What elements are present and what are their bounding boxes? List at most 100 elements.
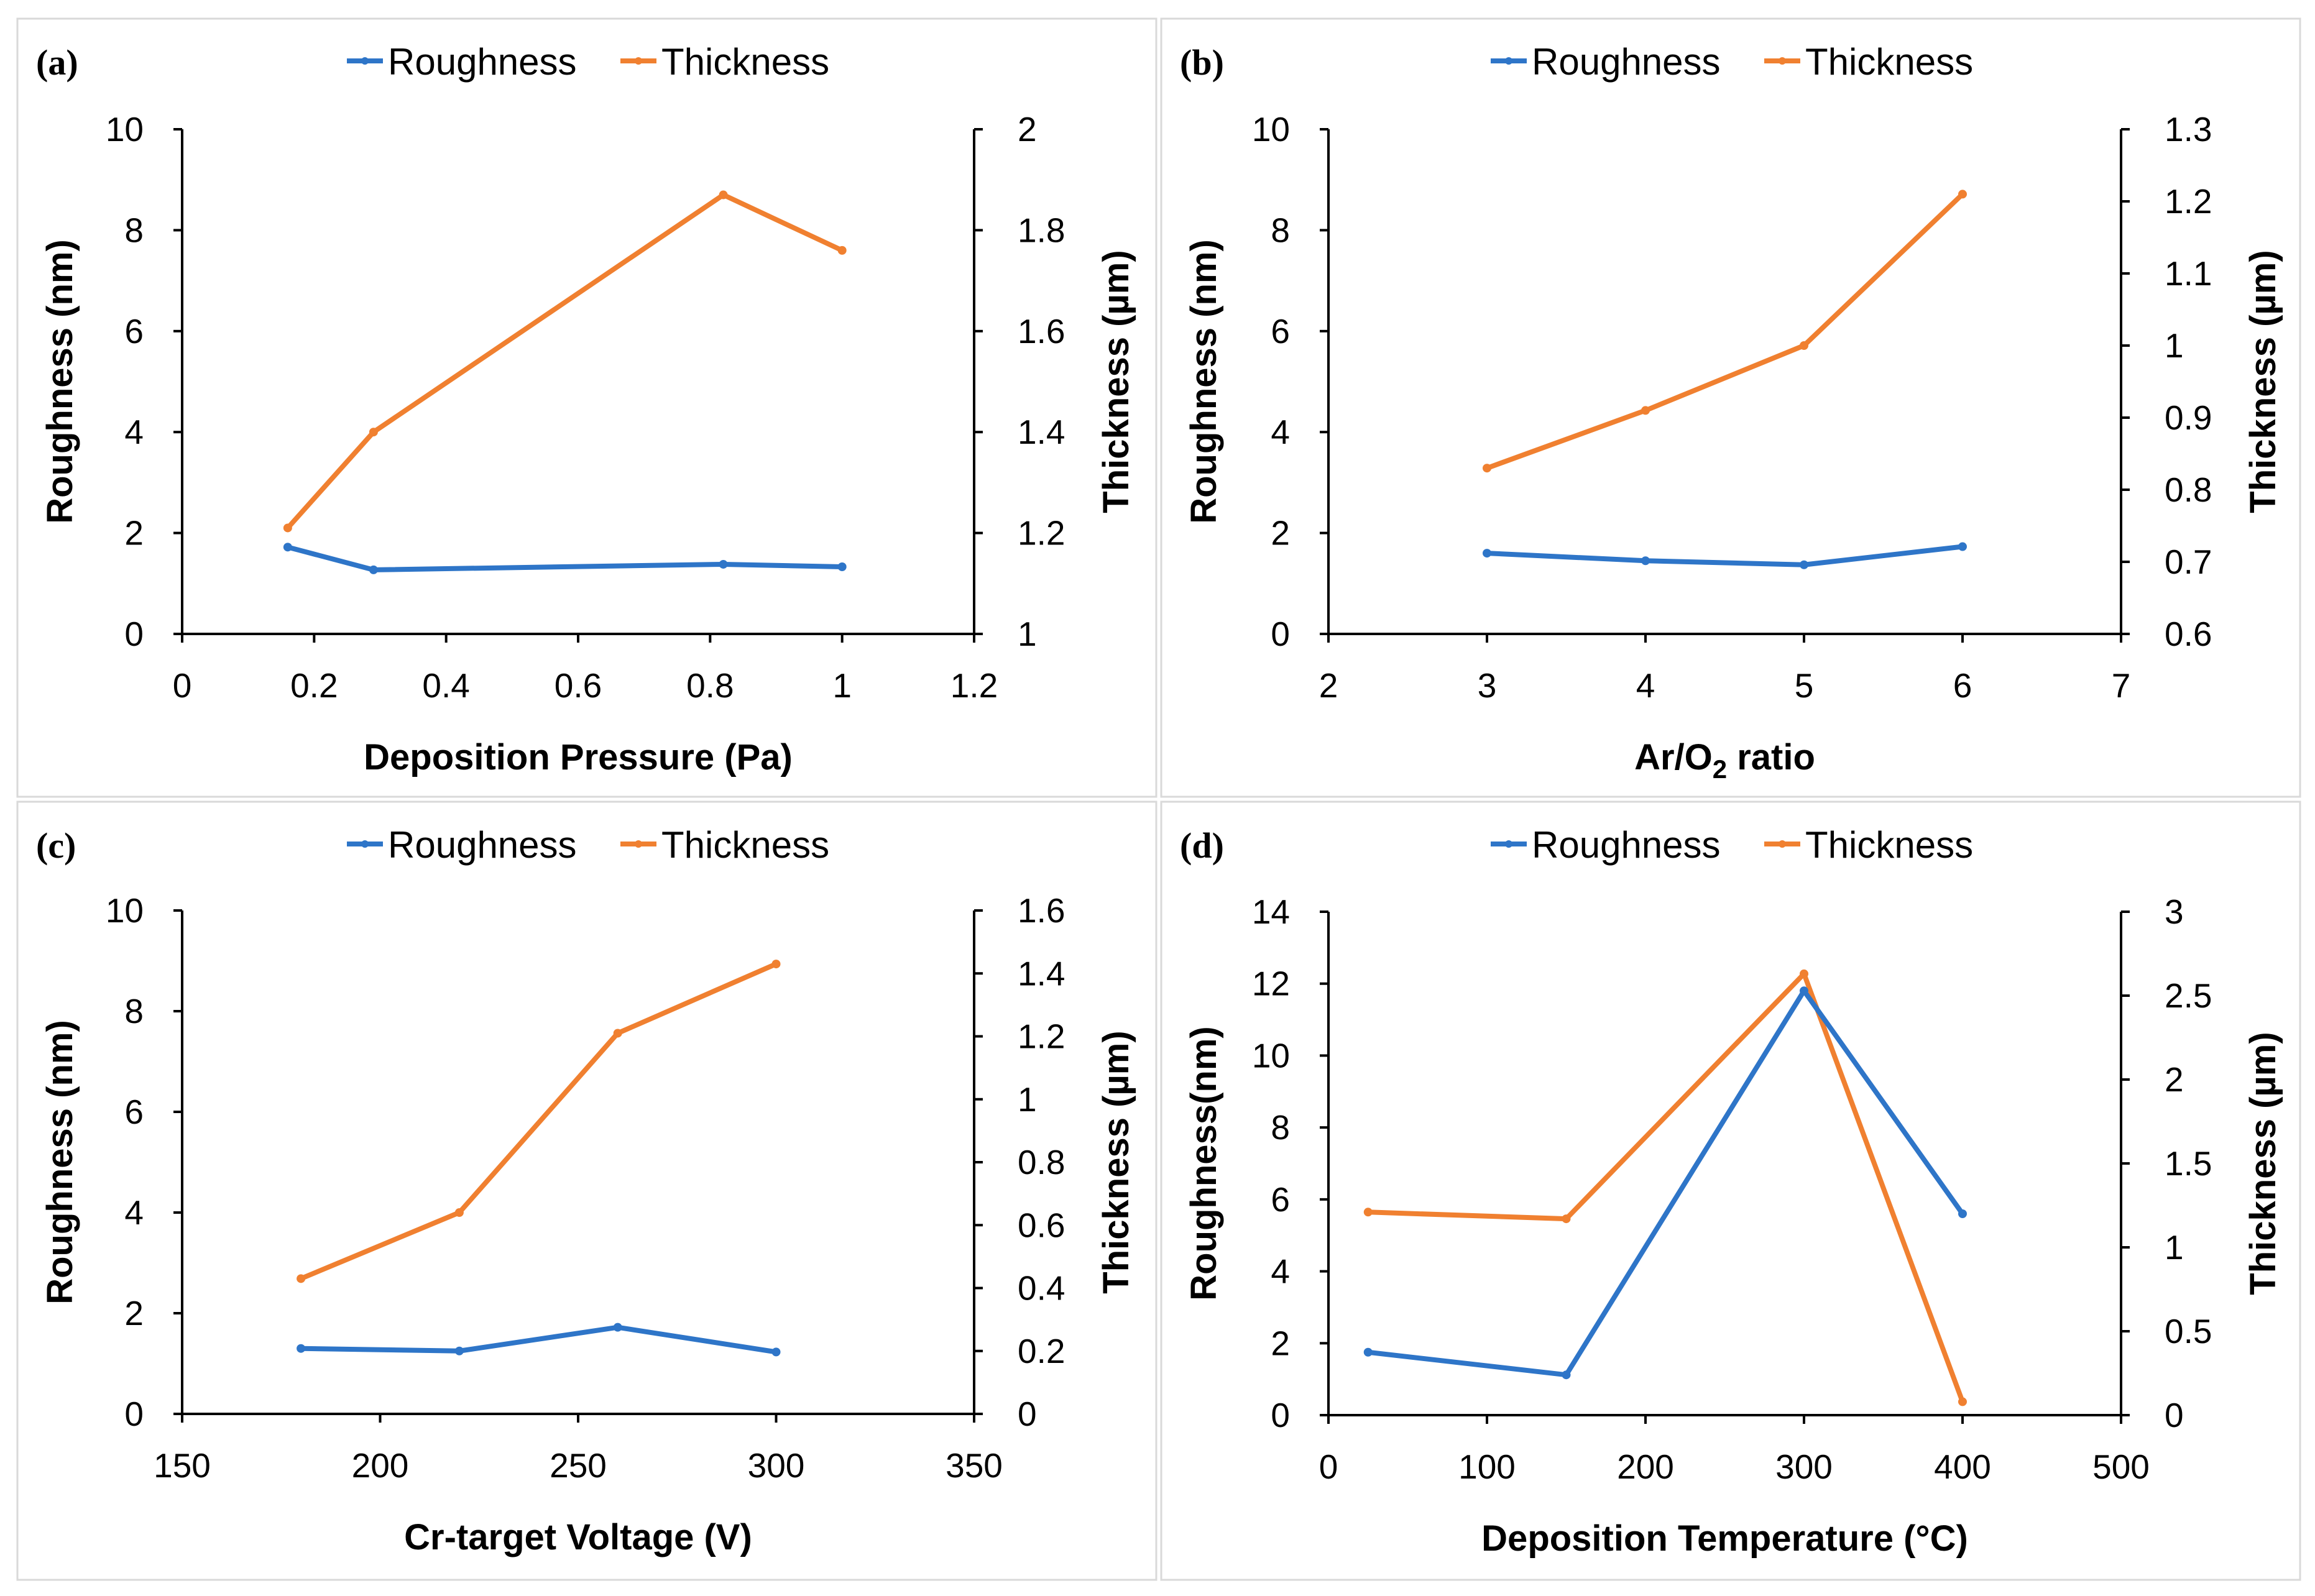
data-point-roughness [719,559,728,569]
x-tick-label: 500 [2092,1447,2150,1486]
y2-tick-label: 1.2 [2165,182,2212,221]
legend-marker-thickness [635,57,642,65]
y2-tick-label: 1 [2165,1228,2184,1267]
y2-axis-title: Thickness (µm) [1096,1030,1136,1293]
y-tick-label: 8 [1271,211,1290,249]
y-tick-label: 2 [1271,514,1290,553]
data-point-thickness [1483,464,1491,473]
y2-tick-label: 0 [1018,1395,1037,1433]
y-tick-label: 0 [1271,1396,1290,1434]
x-tick-label: 0.4 [422,666,469,705]
series-line-roughness [298,1324,779,1355]
legend-marker-roughness [361,57,369,65]
x-tick-label: 4 [1636,666,1655,705]
data-point-thickness [1958,190,1967,199]
data-point-thickness [283,523,292,533]
series-line-thickness [1484,191,1965,471]
x-tick-label: 1 [832,666,852,705]
x-tick-label: 250 [550,1446,607,1485]
y-tick-label: 4 [124,413,144,451]
y-tick-label: 0 [124,1395,144,1433]
y2-tick-label: 2 [2165,1060,2184,1099]
y-tick-label: 6 [124,312,144,351]
x-axis-title: Deposition Pressure (Pa) [364,737,793,777]
data-point-roughness [1800,560,1808,569]
chart-panel-b: 2 3 4 5 6 702468100.60.70.80.911.11.21.3Ar/O2… [1160,17,2301,798]
x-tick-label: 350 [946,1446,1003,1485]
panel-label: (d) [1180,825,1224,866]
y-axis-title: Roughness (nm) [40,239,80,524]
x-axis-title: Ar/O2 ratio [1634,737,1815,784]
data-point-thickness [297,1274,306,1283]
x-axis-title: Cr-target Voltage (V) [404,1517,752,1557]
y2-tick-label: 3 [2165,892,2184,931]
y2-tick-label: 0.5 [2165,1312,2212,1351]
data-point-thickness [719,190,728,200]
y-tick-label: 10 [1252,1036,1290,1075]
data-point-roughness [1958,1209,1967,1218]
y2-tick-label: 1 [1018,1080,1037,1119]
y2-axis-title: Thickness (µm) [2243,1032,2283,1295]
legend-label-roughness: Roughness [1532,824,1721,866]
y2-tick-label: 1.2 [1018,514,1065,553]
legend-label-thickness: Thickness [661,41,829,83]
y-axis-title: Roughness (nm) [1184,239,1224,524]
y-axis-title: Roughness(nm) [1184,1026,1224,1300]
series-line-roughness [1365,988,1965,1378]
y2-tick-label: 2 [1018,110,1037,149]
x-axis-title: Deposition Temperature (°C) [1481,1518,1968,1559]
data-point-roughness [297,1344,306,1353]
y2-axis-title: Thickness (µm) [1096,250,1136,513]
legend-label-thickness: Thickness [1805,824,1973,866]
legend-label-roughness: Roughness [388,824,577,866]
x-tick-label: 3 [1478,666,1497,705]
y2-tick-label: 1 [1018,615,1037,653]
data-point-roughness [1562,1370,1571,1380]
panel-border [1160,17,2301,798]
legend-marker-roughness [361,840,369,848]
y-tick-label: 0 [1271,615,1290,653]
y2-tick-label: 1.3 [2165,110,2212,149]
data-point-thickness [613,1029,622,1038]
series-line-thickness [285,192,845,531]
y2-tick-label: 1.6 [1018,312,1065,351]
data-point-thickness [771,960,781,969]
panel-border [1160,800,2301,1581]
y-tick-label: 12 [1252,965,1290,1003]
legend-label-thickness: Thickness [661,824,829,866]
y-axis-title: Roughness (nm) [40,1020,80,1305]
y2-tick-label: 0.9 [2165,398,2212,437]
y2-tick-label: 0.4 [1018,1269,1065,1308]
x-tick-label: 6 [1953,666,1972,705]
y-tick-label: 2 [124,514,144,553]
data-point-roughness [837,562,847,572]
x-tick-label: 200 [352,1446,409,1485]
data-point-thickness [1958,1397,1967,1406]
y-tick-label: 4 [124,1193,144,1232]
y-tick-label: 8 [124,211,144,249]
x-tick-label: 200 [1617,1447,1674,1486]
data-point-roughness [1363,1347,1373,1357]
y-tick-label: 2 [124,1294,144,1332]
panel-border [16,17,1158,798]
y2-tick-label: 1.2 [1018,1017,1065,1056]
y2-tick-label: 1.4 [1018,954,1065,993]
y2-tick-label: 0.6 [1018,1206,1065,1244]
y2-tick-label: 0.2 [1018,1332,1065,1370]
y-tick-label: 10 [1252,110,1290,149]
data-point-roughness [1641,556,1650,566]
x-tick-label: 2 [1319,666,1338,705]
x-axis-title-subscript: 2 [1713,754,1727,784]
y2-tick-label: 1.1 [2165,254,2212,293]
data-point-roughness [1958,542,1967,551]
data-point-thickness [369,428,378,437]
legend-marker-roughness [1505,57,1512,65]
y-tick-label: 6 [1271,1180,1290,1219]
y2-tick-label: 0.6 [2165,615,2212,653]
x-tick-label: 0.8 [686,666,734,705]
chart-panel-a: 0 0.2 0.4 0.6 0.8 1 1.2 0 2 4 6 8 10 1 1.2 1.4 1.6 1.8 2 De… [16,17,1158,798]
legend-label-roughness: Roughness [388,41,577,83]
legend-marker-roughness [1505,840,1512,848]
data-point-thickness [837,245,847,255]
legend-marker-thickness [1779,840,1786,848]
